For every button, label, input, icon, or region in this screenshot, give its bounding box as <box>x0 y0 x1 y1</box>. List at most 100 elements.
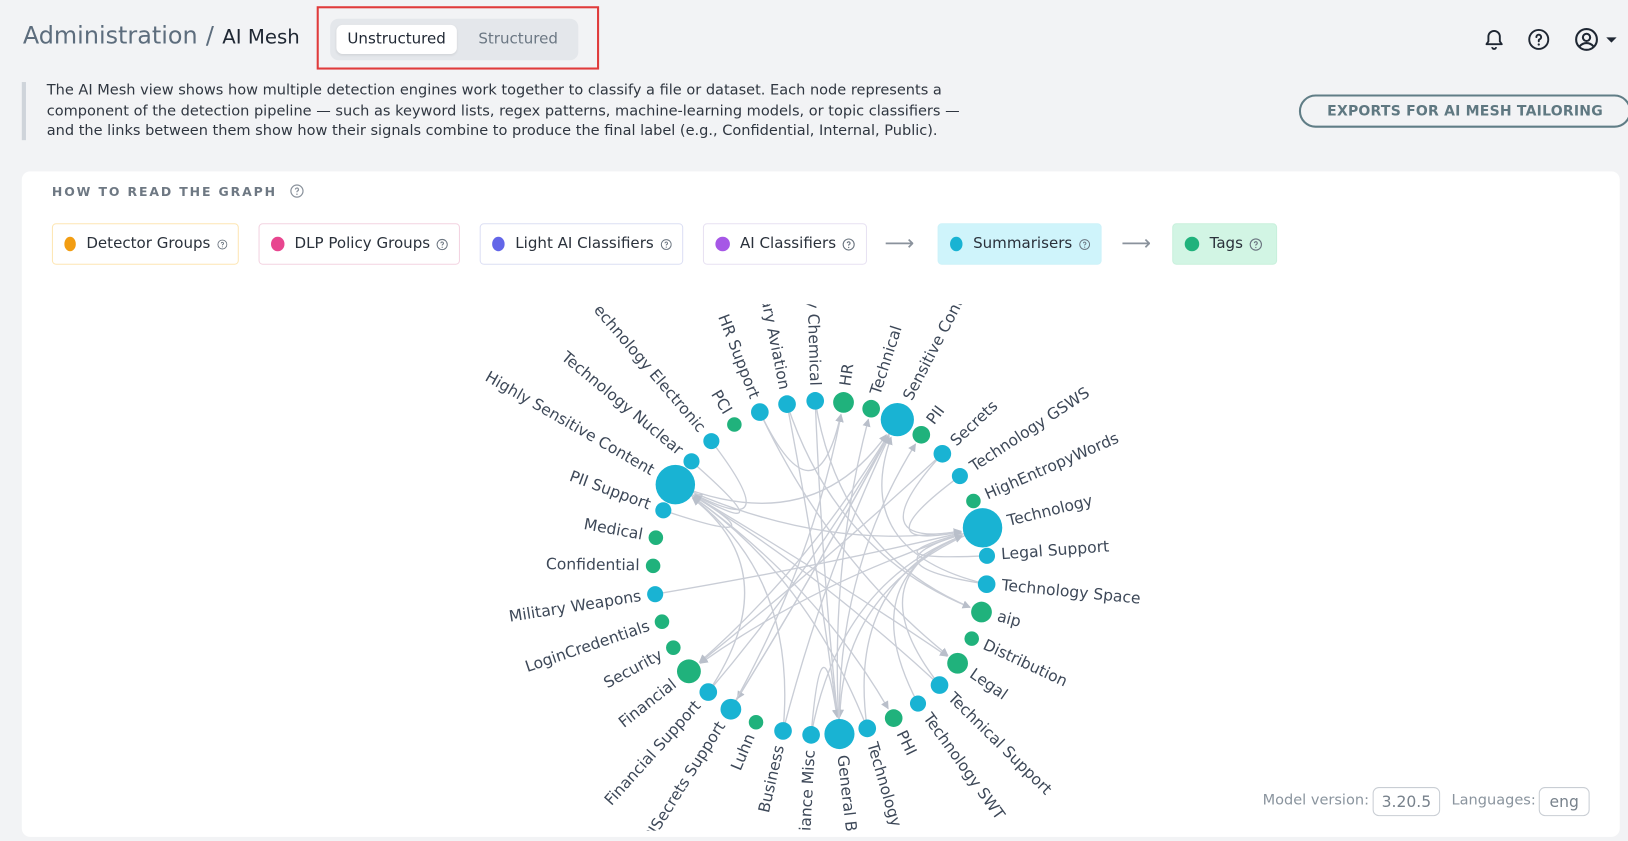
graph-node[interactable] <box>802 726 820 744</box>
link <box>786 403 971 609</box>
graph-node[interactable] <box>647 586 664 603</box>
legend-item[interactable]: Detector Groups <box>51 223 239 265</box>
legend-item[interactable]: Summarisers <box>937 223 1102 265</box>
node-label: PCI <box>707 387 735 418</box>
graph-node[interactable] <box>778 395 796 413</box>
graph-node[interactable] <box>727 417 742 432</box>
link <box>691 460 741 514</box>
export-button[interactable]: EXPORTS FOR AI MESH TAILORING <box>1298 94 1628 128</box>
graph-node[interactable] <box>858 719 877 738</box>
link <box>908 475 962 538</box>
graph-node[interactable] <box>703 433 720 450</box>
graph-node[interactable] <box>676 659 701 684</box>
graph-node[interactable] <box>654 614 670 629</box>
languages-label: Languages: <box>1451 792 1536 809</box>
graph-node[interactable] <box>699 683 718 701</box>
graph-node[interactable] <box>933 444 952 463</box>
node-label: Sensitive Conte <box>899 287 971 403</box>
graph-node[interactable] <box>966 493 981 509</box>
legend-item[interactable]: DLP Policy Groups <box>258 223 460 265</box>
link <box>814 400 841 718</box>
legend-item[interactable]: Tags <box>1172 223 1278 265</box>
breadcrumb: Administration / AI Mesh <box>23 23 300 50</box>
help-icon[interactable] <box>1078 237 1090 250</box>
graph-node[interactable] <box>971 601 992 623</box>
graph-node[interactable] <box>655 502 672 519</box>
graph-node[interactable] <box>774 722 792 740</box>
description: The AI Mesh view shows how multiple dete… <box>46 82 960 140</box>
graph-node[interactable] <box>645 558 661 574</box>
link <box>655 530 963 595</box>
node-label: ary Aviation <box>757 297 793 391</box>
graph-node[interactable] <box>751 403 769 421</box>
graph-node[interactable] <box>748 715 764 730</box>
tab-unstructured[interactable]: Unstructured <box>336 24 457 54</box>
graph-node[interactable] <box>880 403 914 437</box>
help-icon[interactable] <box>436 237 449 250</box>
link <box>699 453 943 664</box>
node-label: Medical <box>582 515 644 543</box>
link <box>707 435 889 693</box>
link <box>692 496 868 729</box>
link <box>786 403 841 718</box>
graph-node[interactable] <box>978 547 996 564</box>
breadcrumb-separator: / <box>205 22 214 50</box>
graph-node[interactable] <box>947 652 968 674</box>
link <box>730 413 844 710</box>
node-label: PHI <box>893 727 920 758</box>
graph-node[interactable] <box>862 399 880 418</box>
node-label: Confidential <box>546 555 640 574</box>
notifications-icon[interactable] <box>1483 28 1506 51</box>
model-version: 3.20.5 <box>1372 787 1441 817</box>
graph-node[interactable] <box>666 640 681 655</box>
highlight-box <box>316 6 600 70</box>
graph-node[interactable] <box>824 718 855 750</box>
node-label: Legal <box>966 665 1011 704</box>
link <box>692 497 786 731</box>
graph-node[interactable] <box>655 464 696 505</box>
help-icon[interactable] <box>217 237 228 250</box>
link <box>838 443 917 735</box>
link <box>736 419 898 700</box>
link <box>693 495 940 686</box>
help-icon[interactable] <box>1249 237 1263 251</box>
node-label: Technical Support <box>944 688 1056 798</box>
graph-node[interactable] <box>683 453 700 470</box>
model-version-label: Model version: <box>1262 792 1369 809</box>
link <box>675 434 888 504</box>
help-icon[interactable] <box>842 237 856 251</box>
node-label: Technical <box>866 323 905 398</box>
legend-item[interactable]: AI Classifiers <box>702 223 867 265</box>
graph-node[interactable] <box>720 698 742 720</box>
node-label: Legal Support <box>1001 537 1110 563</box>
breadcrumb-root[interactable]: Administration <box>22 22 198 50</box>
graph-node[interactable] <box>977 575 996 593</box>
graph-node[interactable] <box>962 508 1003 548</box>
help-icon[interactable] <box>289 184 304 199</box>
graph-node[interactable] <box>912 425 931 444</box>
graph-node[interactable] <box>951 468 968 485</box>
node-label: PII <box>923 402 949 428</box>
graph-node[interactable] <box>648 530 664 545</box>
legend-title: HOW TO READ THE GRAPH <box>52 184 304 199</box>
view-tabs: Unstructured Structured <box>330 18 579 61</box>
link <box>836 418 871 735</box>
node-label: APISecrets Support <box>634 718 729 841</box>
link <box>810 666 840 735</box>
help-icon[interactable] <box>1527 28 1550 51</box>
user-menu[interactable] <box>1574 27 1620 52</box>
graph-node[interactable] <box>884 709 903 727</box>
graph-node[interactable] <box>806 392 825 410</box>
graph-node[interactable] <box>930 676 949 694</box>
graph-node[interactable] <box>964 631 979 646</box>
legend-item[interactable]: Light AI Classifiers <box>479 223 684 265</box>
help-icon[interactable] <box>660 237 672 250</box>
graph-node[interactable] <box>909 695 927 712</box>
tab-structured[interactable]: Structured <box>478 31 558 48</box>
graph-node[interactable] <box>833 392 854 413</box>
link <box>916 531 988 558</box>
link <box>691 497 746 693</box>
legend-label: DLP Policy Groups <box>294 235 431 253</box>
